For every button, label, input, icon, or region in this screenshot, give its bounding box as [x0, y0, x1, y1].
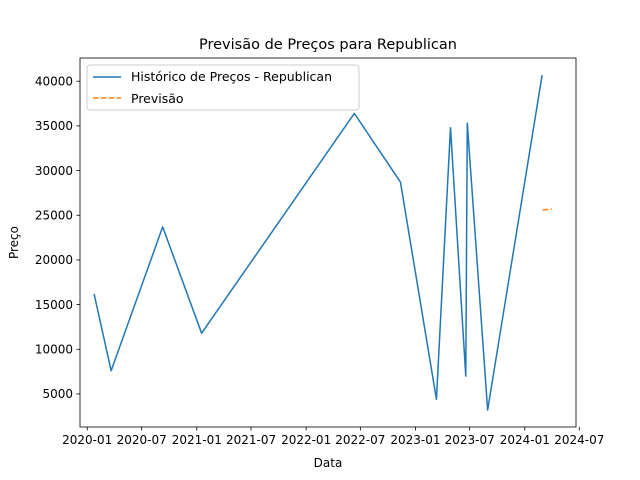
- x-tick-label: 2020-01: [62, 433, 112, 447]
- x-tick-label: 2021-01: [172, 433, 222, 447]
- x-axis-title: Data: [314, 456, 343, 470]
- legend-label-previsao: Previsão: [131, 91, 184, 106]
- x-tick-label: 2023-01: [390, 433, 440, 447]
- y-tick-label: 10000: [35, 343, 73, 357]
- x-tick-label: 2023-07: [445, 433, 495, 447]
- series-line-1: [542, 208, 552, 211]
- chart-title: Previsão de Preços para Republican: [199, 37, 457, 53]
- y-axis-ticks: 5000 10000 15000 20000 25000 30000 35000 40000: [35, 75, 80, 401]
- y-tick-label: 20000: [35, 253, 73, 267]
- y-tick-label: 25000: [35, 209, 73, 223]
- legend: Histórico de Preços - Republican Previsã…: [86, 64, 360, 111]
- legend-box: [86, 64, 360, 111]
- y-tick-label: 30000: [35, 164, 73, 178]
- x-tick-label: 2024-07: [554, 433, 604, 447]
- x-tick-label: 2022-01: [281, 433, 331, 447]
- legend-label-historico: Histórico de Preços - Republican: [131, 69, 332, 84]
- y-tick-label: 15000: [35, 298, 73, 312]
- y-tick-label: 40000: [35, 75, 73, 89]
- x-tick-label: 2024-01: [500, 433, 550, 447]
- x-tick-label: 2020-07: [117, 433, 167, 447]
- y-tick-label: 5000: [42, 387, 73, 401]
- x-tick-label: 2021-07: [226, 433, 276, 447]
- x-axis-ticks: 2020-01 2020-07 2021-01 2021-07 2022-01 2022-…: [62, 427, 604, 447]
- plot-frame: [79, 57, 577, 428]
- series-line-0: [93, 74, 543, 411]
- y-tick-label: 35000: [35, 119, 73, 133]
- x-tick-label: 2022-07: [335, 433, 385, 447]
- plot-area: [93, 74, 552, 411]
- y-axis-title: Preço: [7, 226, 21, 259]
